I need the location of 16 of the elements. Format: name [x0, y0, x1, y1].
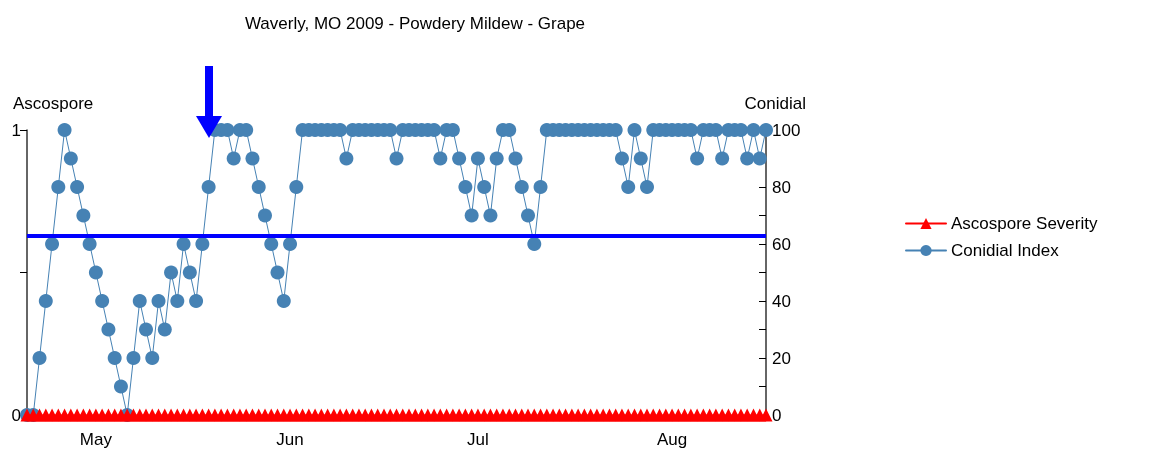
x-tick-label: May	[79, 430, 113, 449]
y2-tick-label: 20	[772, 348, 791, 368]
chart-title: Waverly, MO 2009 - Powdery Mildew - Grape	[244, 14, 586, 33]
legend-label: Ascospore Severity	[951, 214, 1098, 233]
y-tick-label: 1	[11, 120, 21, 140]
x-tick-label: Jun	[276, 430, 304, 449]
x-tick-label: Jul	[467, 430, 489, 449]
y2-tick-label: 0	[772, 405, 782, 425]
legend-label: Conidial Index	[951, 241, 1060, 260]
y2-tick-label: 100	[772, 120, 801, 140]
y2-tick-label: 60	[772, 234, 791, 254]
y2-tick-label: 40	[772, 291, 791, 311]
y-axis-title: Ascospore	[13, 94, 94, 113]
y2-axis-title: Conidial	[744, 94, 806, 113]
x-tick-label: Aug	[656, 430, 688, 449]
y2-tick-label: 80	[772, 177, 791, 197]
